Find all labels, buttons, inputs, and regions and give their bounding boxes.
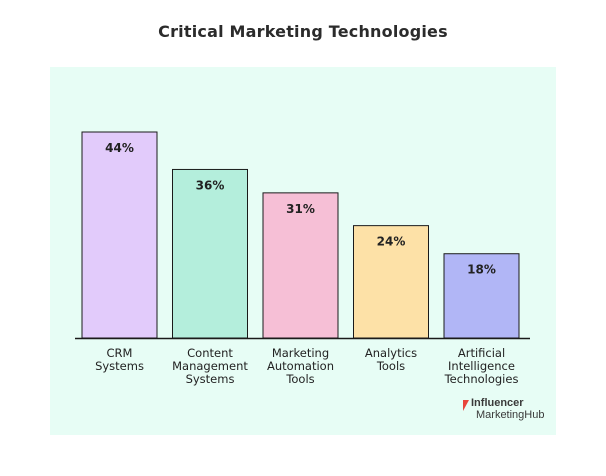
x-tick-label: Content Management Systems: [172, 346, 248, 386]
data-label: 24%: [377, 235, 406, 249]
x-tick-label: Marketing Automation Tools: [267, 346, 334, 386]
x-tick-label-line: Tools: [376, 359, 405, 373]
x-tick-label-line: CRM: [107, 346, 133, 360]
bar: [262, 192, 339, 339]
x-tick-label-line: Analytics: [365, 346, 417, 360]
x-tick-label-line: Systems: [95, 359, 144, 373]
x-tick-label-line: Marketing: [272, 346, 329, 360]
x-tick-label-line: Artificial: [458, 346, 505, 360]
x-tick-label-line: Management: [172, 359, 248, 373]
bar: [353, 225, 429, 339]
data-label: 18%: [467, 263, 496, 277]
x-tick-label-line: Technologies: [444, 372, 519, 386]
data-label: 31%: [286, 202, 315, 216]
data-label: 44%: [105, 141, 134, 155]
logo-text-influencer: Influencer: [471, 397, 524, 409]
x-tick-label-line: Systems: [186, 372, 235, 386]
x-tick-label: CRM Systems: [95, 346, 144, 373]
data-label: 36%: [196, 178, 225, 192]
x-tick-label-line: Automation: [267, 359, 334, 373]
x-tick-label-line: Content: [187, 346, 233, 360]
bar: [443, 253, 520, 339]
chart-title: Critical Marketing Technologies: [158, 22, 448, 41]
x-tick-label: Artificial Intelligence Technologies: [444, 346, 519, 386]
logo-text-marketinghub: MarketingHub: [476, 409, 545, 421]
bar: [81, 131, 158, 339]
logo-mark-icon: [463, 400, 469, 411]
bar: [172, 168, 248, 339]
x-tick-label-line: Intelligence: [448, 359, 515, 373]
x-tick-label-line: Tools: [285, 372, 314, 386]
x-tick-label: Analytics Tools: [365, 346, 417, 373]
